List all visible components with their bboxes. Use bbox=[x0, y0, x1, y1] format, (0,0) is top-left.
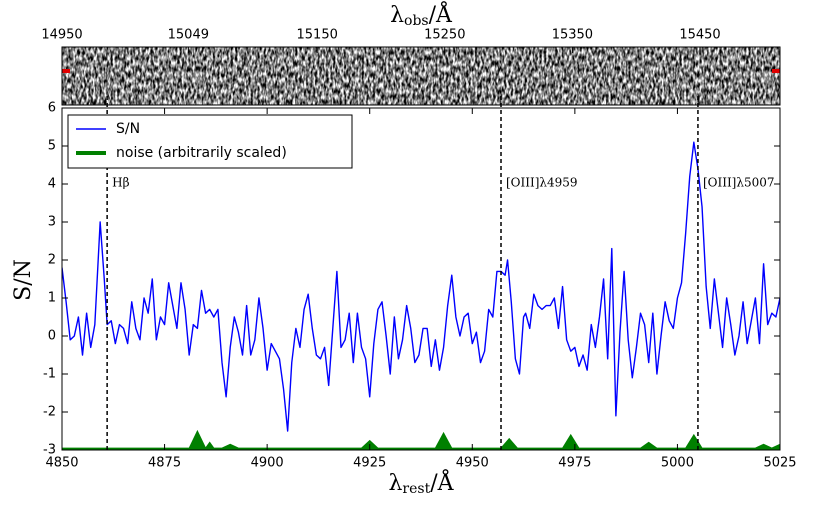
x2-tick-label: 15150 bbox=[297, 28, 338, 43]
x2-tick-label: 15049 bbox=[168, 28, 209, 43]
plot-area bbox=[62, 141, 780, 450]
label-symbol: λ bbox=[388, 471, 402, 496]
x2-tick-label: 14950 bbox=[41, 28, 82, 43]
line-annotation: [OIII]λ4959 bbox=[506, 176, 578, 190]
legend-label: S/N bbox=[116, 121, 140, 137]
x-tick-label: 4875 bbox=[148, 456, 181, 471]
y-tick-label: -1 bbox=[43, 367, 56, 382]
x2-tick-label: 15250 bbox=[424, 28, 465, 43]
y-tick-label: 0 bbox=[48, 329, 56, 344]
image-marker bbox=[62, 69, 70, 73]
x-tick-label: 5025 bbox=[763, 456, 796, 471]
legend-box bbox=[67, 114, 353, 169]
y-tick-label: 6 bbox=[48, 101, 56, 116]
label-subscript: obs bbox=[404, 13, 429, 29]
x-axis-label: λrest/Å bbox=[388, 468, 454, 497]
y-tick-label: 2 bbox=[48, 253, 56, 268]
y-tick-label: -3 bbox=[43, 443, 56, 458]
y-tick-label: 1 bbox=[48, 291, 56, 306]
image-frame bbox=[61, 46, 781, 106]
label-tail: /Å bbox=[430, 468, 454, 496]
noise-area bbox=[62, 429, 780, 450]
top-axis-label: λobs/Å bbox=[390, 0, 453, 29]
legend-label: noise (arbitrarily scaled) bbox=[116, 145, 287, 161]
x-tick-label: 4975 bbox=[558, 456, 591, 471]
x-tick-label: 4850 bbox=[45, 456, 78, 471]
label-tail: /Å bbox=[429, 0, 453, 28]
x-tick-label: 4925 bbox=[353, 456, 386, 471]
spectrum-image bbox=[61, 46, 781, 106]
label-subscript: rest bbox=[402, 481, 430, 497]
plot-frame bbox=[61, 107, 781, 451]
x-tick-label: 4900 bbox=[251, 456, 284, 471]
image-marker bbox=[772, 69, 780, 73]
line-annotation: Hβ bbox=[112, 176, 129, 190]
x-tick-label: 5000 bbox=[661, 456, 694, 471]
sn-line bbox=[62, 141, 780, 432]
y-tick-label: 4 bbox=[48, 177, 56, 192]
x2-tick-label: 15350 bbox=[552, 28, 593, 43]
image-noise bbox=[62, 47, 780, 105]
label-symbol: λ bbox=[390, 3, 404, 28]
line-annotation: [OIII]λ5007 bbox=[703, 176, 775, 190]
x2-tick-label: 15450 bbox=[679, 28, 720, 43]
y-tick-label: -2 bbox=[43, 405, 56, 420]
y-tick-label: 5 bbox=[48, 139, 56, 154]
y-tick-label: 3 bbox=[48, 215, 56, 230]
y-axis-label: S/N bbox=[11, 259, 36, 301]
x-tick-label: 4950 bbox=[456, 456, 489, 471]
